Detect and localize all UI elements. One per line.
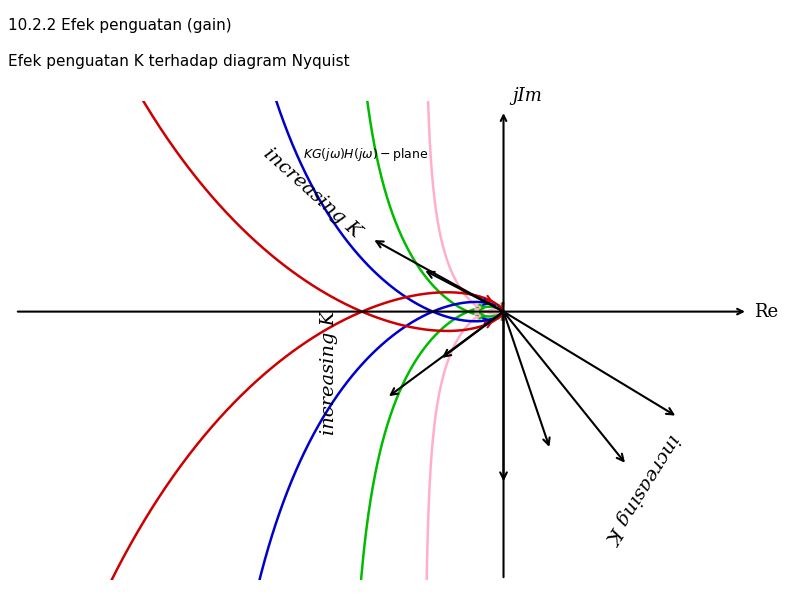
Text: Efek penguatan K terhadap diagram Nyquist: Efek penguatan K terhadap diagram Nyquis… <box>8 54 349 68</box>
Text: increasing K: increasing K <box>601 431 682 546</box>
Text: increasing K: increasing K <box>260 145 364 241</box>
Text: Re: Re <box>754 303 778 321</box>
Text: increasing K: increasing K <box>320 311 338 435</box>
Text: 10.2.2 Efek penguatan (gain): 10.2.2 Efek penguatan (gain) <box>8 18 232 33</box>
Text: jIm: jIm <box>512 86 542 105</box>
Text: $KG(j\omega)H(j\omega)-\mathrm{plane}$: $KG(j\omega)H(j\omega)-\mathrm{plane}$ <box>303 146 428 163</box>
